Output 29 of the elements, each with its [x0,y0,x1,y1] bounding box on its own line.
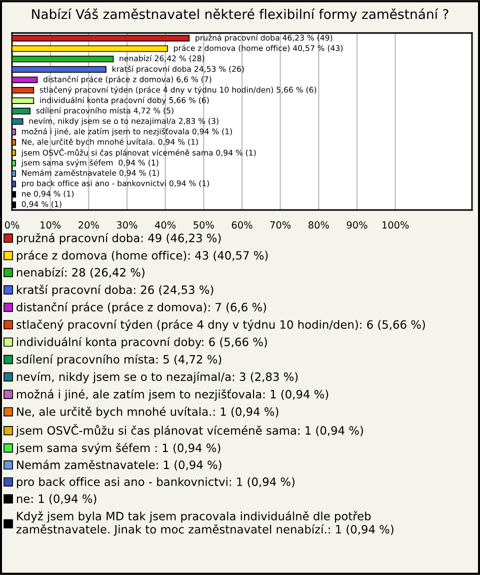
x-tick-label: 100% [382,221,409,229]
legend-label: ne: 1 (0,94 %) [16,494,96,504]
x-tick-label: 70% [270,221,291,229]
x-tick-label: 0% [4,221,20,229]
legend-label: nenabízí: 28 (26,42 %) [16,267,144,278]
legend-label: nevím, nikdy jsem se o to nezajímal/a: 3 (2,83 %) [16,372,298,384]
legend-label: Ne, ale určitě bych mnohé uvítala.: 1 (0,94 %) [17,406,278,418]
chart-title: Nabízí Váš zaměstnavatel některé flexibilní formy zaměstnání ? [32,8,448,22]
legend-label: práce z domova (home office): 43 (40,57 %) [16,250,268,262]
legend-label: pro back office asi ano - bankovnictvi: 1 (0,94 %) [16,477,294,488]
legend-label: stlačený pracovní týden (práce 4 dny v týdnu 10 hodin/den): 6 (5,66 %) [16,320,425,332]
legend-label: Když jsem byla MD tak jsem pracovala individuálně dle potřeb zaměstnavatele. Jinak to moc zaměstnavatel nenabízí.: 1 (0,94 %) [16,511,394,536]
x-tick-label: 20% [78,221,99,229]
x-tick-label: 40% [155,221,176,229]
x-tick-label: 60% [232,221,252,229]
legend-label: sdílení pracovního místa: 5 (4,72 %) [16,354,222,366]
x-tick-label: 80% [308,221,329,229]
legend-label: individuální konta pracovní doby: 6 (5,66 %) [17,336,267,348]
legend-label: možná i jiné, ale zatím jsem to nezjišťovala: 1 (0,94 %) [16,389,328,401]
legend-label: pružná pracovní doba: 49 (46,23 %) [16,233,221,244]
x-tick-label: 90% [346,221,368,229]
x-tick-label: 30% [116,221,138,229]
x-tick-label: 50% [194,221,214,229]
legend-label: distanční práce (práce z domova): 7 (6,6 %) [16,302,266,314]
legend-label: Nemám zaměstnavatele: 1 (0,94 %) [17,460,222,470]
x-tick-label: 10% [40,221,61,229]
legend-label: jsem OSVČ-můžu si čas plánovat víceméně sama: 1 (0,94 %) [16,424,363,437]
legend-label: kratší pracovní doba: 26 (24,53 %) [16,284,214,296]
legend-label: jsem sama svým šéfem : 1 (0,94 %) [16,442,220,454]
